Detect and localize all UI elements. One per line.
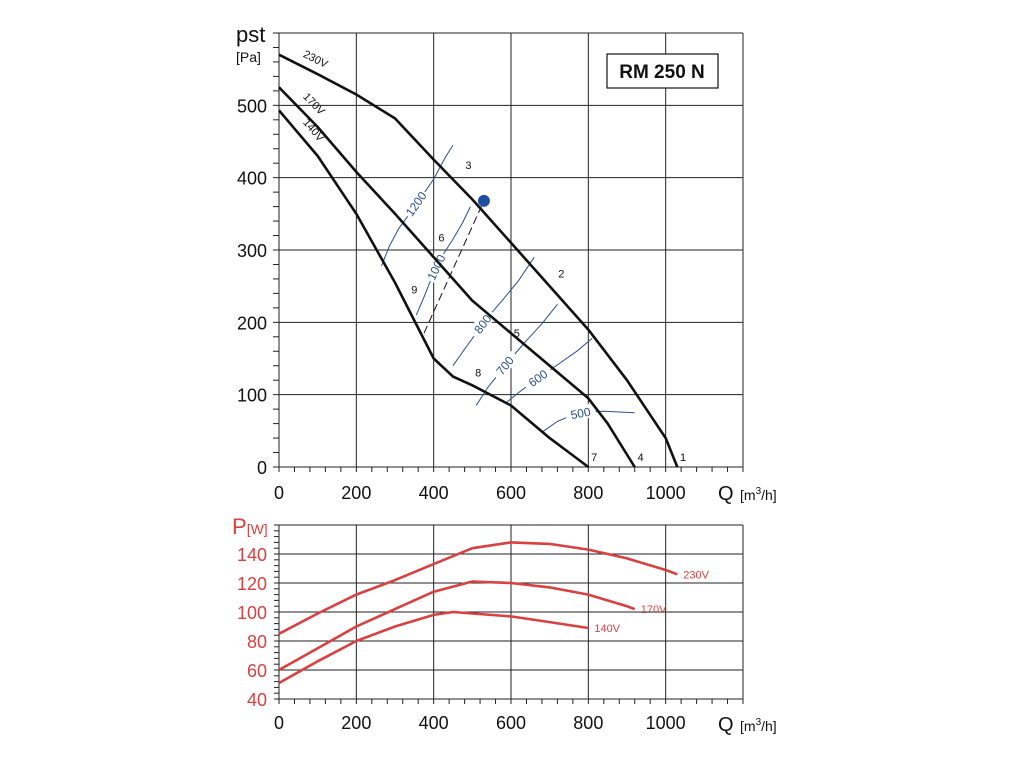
y-axis-label: pst <box>236 22 265 47</box>
pressure-chart: 0 200 400 600 800 1000 0 100 200 300 400 500 pst [Pa]… <box>236 22 777 505</box>
power-curve-140v <box>278 610 589 685</box>
x-tick-label: 200 <box>341 713 371 733</box>
x-tick-label: 600 <box>496 483 526 503</box>
x-axis-unit: [m3/h] <box>740 717 777 734</box>
y-tick-label: 120 <box>237 574 267 594</box>
speed-label-bg <box>489 349 520 382</box>
y-axis-unit: [Pa] <box>236 49 261 65</box>
x-tick-label: 600 <box>496 713 526 733</box>
model-title: RM 250 N <box>619 62 705 83</box>
speed-curve-800 <box>452 256 535 366</box>
speed-label-bg <box>521 363 554 392</box>
x-axis-label: Q <box>718 483 734 505</box>
system-curve <box>423 200 485 334</box>
y-tick-label: 300 <box>237 241 267 261</box>
y-axis-label: P[W] <box>232 514 268 539</box>
y-tick-label: 40 <box>247 690 267 710</box>
x-axis-label: Q <box>718 714 734 736</box>
point-label-5: 5 <box>514 328 520 340</box>
operating-point <box>477 194 490 207</box>
y-tick-label: 60 <box>247 661 267 681</box>
power-label-140v: 140V <box>594 623 620 635</box>
curve-140v <box>278 109 590 469</box>
y-tick-label: 400 <box>237 169 267 189</box>
y-tick-label: 100 <box>237 603 267 623</box>
model-box <box>606 53 719 89</box>
point-label-8: 8 <box>475 368 481 380</box>
x-tick-label: 1000 <box>646 483 686 503</box>
x-tick-label: 200 <box>341 483 371 503</box>
y-tick-label: 140 <box>237 545 267 565</box>
y-tick-label: 500 <box>237 96 267 116</box>
power-curve-230v <box>278 541 678 635</box>
y-tick-label: 200 <box>237 313 267 333</box>
curve-170v <box>278 86 636 468</box>
x-tick-label: 400 <box>419 483 449 503</box>
y-tick-label: 80 <box>247 632 267 652</box>
speed-label-bg <box>564 402 597 423</box>
power-curve-170v <box>278 580 636 672</box>
point-label-9: 9 <box>411 284 417 296</box>
x-axis-unit: [m3/h] <box>740 486 777 503</box>
point-label-3: 3 <box>465 160 471 172</box>
x-tick-label: 0 <box>274 713 284 733</box>
x-tick-label: 0 <box>274 483 284 503</box>
power-label-230v: 230V <box>683 569 709 581</box>
speed-label-bg <box>422 250 449 284</box>
power-chart: 0 200 400 600 800 1000 40 60 80 100 120 140 P[W] Q [m3… <box>232 514 777 736</box>
y-tick-label: 100 <box>237 386 267 406</box>
point-label-4: 4 <box>637 452 643 464</box>
y-tick-label: 0 <box>257 458 267 478</box>
x-tick-label: 1000 <box>646 713 686 733</box>
curve-230v <box>278 53 679 468</box>
x-tick-label: 400 <box>419 713 449 733</box>
speed-label-500: 500 <box>569 405 592 423</box>
point-label-2: 2 <box>558 268 564 280</box>
power-label-170v: 170V <box>641 604 667 616</box>
speed-label-bg <box>401 187 430 220</box>
point-label-6: 6 <box>438 232 444 244</box>
point-label-7: 7 <box>591 452 597 464</box>
x-tick-label: 800 <box>573 483 603 503</box>
x-tick-label: 800 <box>573 713 603 733</box>
point-label-1: 1 <box>680 452 686 464</box>
